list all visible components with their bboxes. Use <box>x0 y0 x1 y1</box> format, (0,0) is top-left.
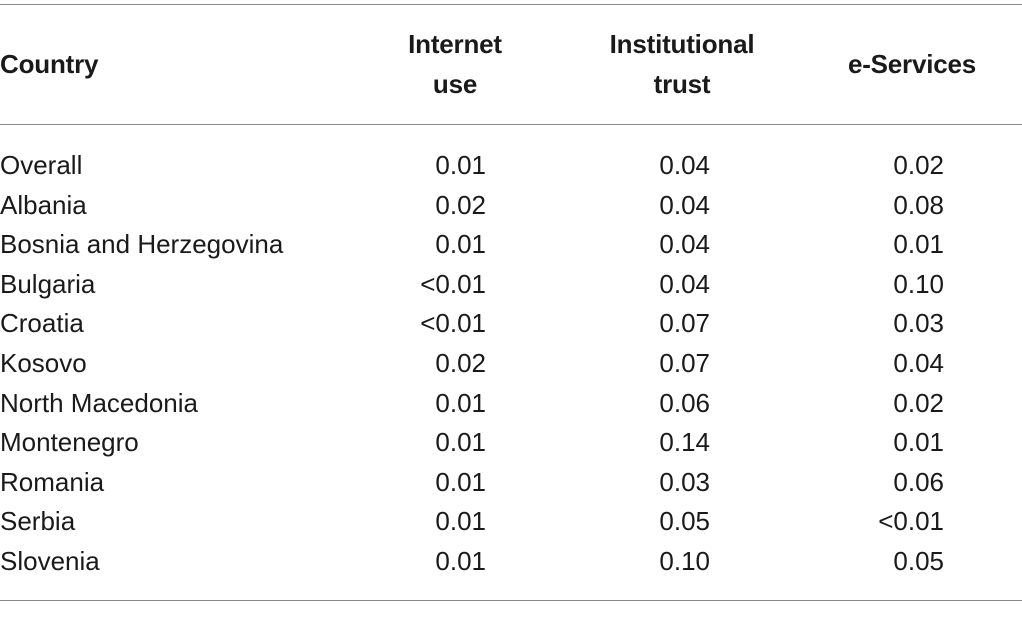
table-header-rule <box>0 124 1022 125</box>
cell-institutional-trust: 0.14 <box>659 427 710 458</box>
table-top-rule <box>0 4 1022 5</box>
cell-institutional-trust: 0.04 <box>659 268 710 299</box>
table-body: Overall 0.01 0.04 0.02 Albania 0.02 0.04… <box>0 146 1022 582</box>
cell-e-services: 0.10 <box>893 268 944 299</box>
cell-country: Overall <box>0 150 83 180</box>
cell-institutional-trust: 0.05 <box>659 506 710 537</box>
cell-e-services: 0.06 <box>893 466 944 497</box>
table-header: Country Internet use Institutional trust… <box>0 4 1022 124</box>
header-internet-use-line-1: Internet <box>408 29 502 59</box>
cell-institutional-trust: 0.07 <box>659 347 710 378</box>
cell-e-services: 0.02 <box>893 150 944 180</box>
table-row: Overall 0.01 0.04 0.02 <box>0 146 1022 186</box>
cell-institutional-trust: 0.06 <box>659 387 710 418</box>
cell-internet-use: 0.02 <box>435 189 486 220</box>
cell-country: Kosovo <box>0 347 87 378</box>
header-e-services: e-Services <box>822 4 1002 124</box>
cell-e-services: 0.01 <box>893 427 944 458</box>
cell-country: North Macedonia <box>0 387 198 418</box>
cell-country: Montenegro <box>0 427 139 458</box>
cell-e-services: 0.04 <box>893 347 944 378</box>
table-row: Bulgaria <0.01 0.04 0.10 <box>0 265 1022 305</box>
cell-country: Slovenia <box>0 545 100 576</box>
header-institutional-trust-line-2: trust <box>653 69 711 99</box>
cell-e-services: 0.02 <box>893 387 944 418</box>
header-internet-use: Internet use <box>370 4 540 124</box>
cell-institutional-trust: 0.04 <box>659 189 710 220</box>
cell-internet-use: <0.01 <box>420 268 486 299</box>
cell-country: Albania <box>0 189 87 220</box>
table-row: Bosnia and Herzegovina 0.01 0.04 0.01 <box>0 225 1022 265</box>
cell-e-services: <0.01 <box>878 506 944 537</box>
table-bottom-rule <box>0 600 1022 601</box>
cell-institutional-trust: 0.04 <box>659 150 710 180</box>
cell-institutional-trust: 0.07 <box>659 308 710 339</box>
header-institutional-trust: Institutional trust <box>582 4 782 124</box>
cell-internet-use: 0.01 <box>435 387 486 418</box>
table-row: Romania 0.01 0.03 0.06 <box>0 463 1022 503</box>
table-row: Montenegro 0.01 0.14 0.01 <box>0 423 1022 463</box>
table-row: North Macedonia 0.01 0.06 0.02 <box>0 384 1022 424</box>
cell-e-services: 0.01 <box>893 229 944 260</box>
header-country-line-1: Country <box>0 49 99 79</box>
table-row: Albania 0.02 0.04 0.08 <box>0 186 1022 226</box>
table-row: Serbia 0.01 0.05 <0.01 <box>0 502 1022 542</box>
header-e-services-line-1: e-Services <box>847 49 977 79</box>
cell-internet-use: 0.01 <box>435 545 486 576</box>
cell-country: Serbia <box>0 506 76 537</box>
cell-institutional-trust: 0.10 <box>659 545 710 576</box>
cell-internet-use: 0.01 <box>435 506 486 537</box>
header-institutional-trust-line-1: Institutional <box>609 29 755 59</box>
header-internet-use-line-2: use <box>432 69 478 99</box>
cell-internet-use: 0.02 <box>435 347 486 378</box>
cell-e-services: 0.08 <box>893 189 944 220</box>
cell-e-services: 0.03 <box>893 308 944 339</box>
header-country: Country <box>0 4 320 124</box>
table-row: Slovenia 0.01 0.10 0.05 <box>0 542 1022 582</box>
cell-institutional-trust: 0.04 <box>659 229 710 260</box>
cell-institutional-trust: 0.03 <box>659 466 710 497</box>
table-row: Kosovo 0.02 0.07 0.04 <box>0 344 1022 384</box>
cell-country: Bulgaria <box>0 268 96 299</box>
cell-country: Croatia <box>0 308 84 339</box>
cell-internet-use: 0.01 <box>435 427 486 458</box>
cell-e-services: 0.05 <box>893 545 944 576</box>
cell-country: Bosnia and Herzegovina <box>0 229 284 260</box>
cell-internet-use: 0.01 <box>435 229 486 260</box>
cell-internet-use: 0.01 <box>435 150 486 180</box>
cell-internet-use: 0.01 <box>435 466 486 497</box>
cell-internet-use: <0.01 <box>420 308 486 339</box>
table-row: Croatia <0.01 0.07 0.03 <box>0 304 1022 344</box>
cell-country: Romania <box>0 466 105 497</box>
